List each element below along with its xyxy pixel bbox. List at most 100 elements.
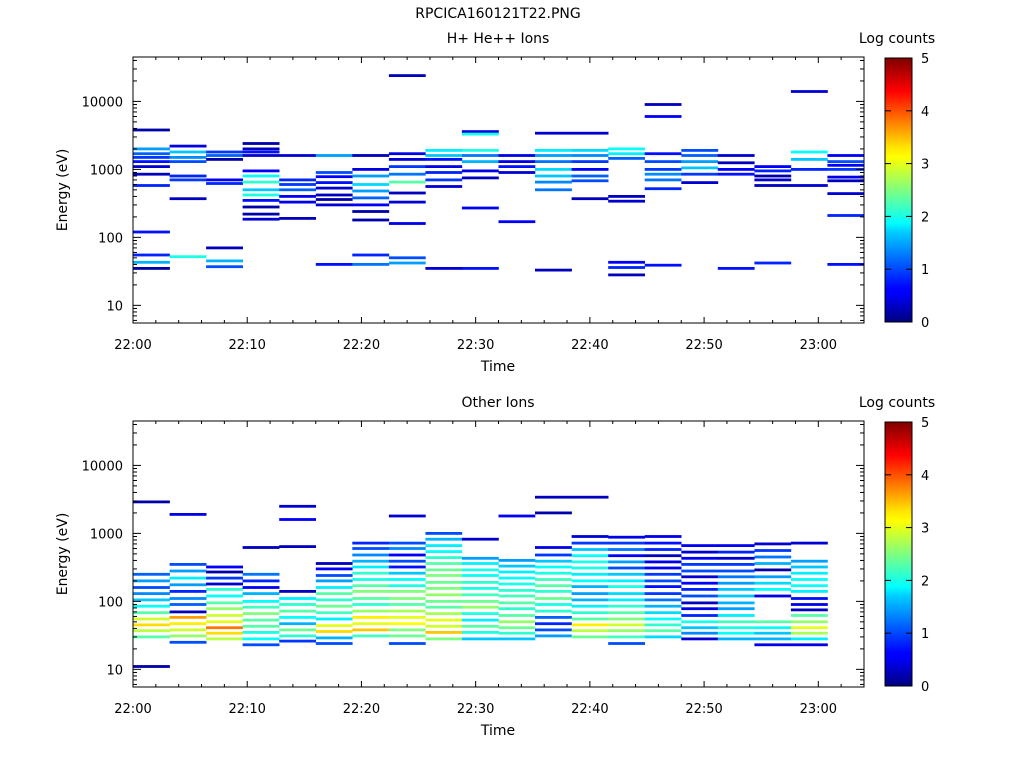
heatmap-cell [754,588,792,591]
heatmap-cell [133,586,170,589]
heatmap-cell [790,584,828,588]
heatmap-cell [644,560,682,564]
heatmap-cell [790,90,828,93]
x-tick-label: 22:20 [343,338,380,353]
heatmap-cell [754,174,792,178]
heatmap-cell [498,154,536,157]
colorbar-label: Log counts [859,395,935,411]
heatmap-cell [242,612,280,615]
heatmap-cell [790,578,828,581]
heatmap-cell [571,617,609,621]
x-ticks: 22:00 22:10 22:20 22:30 22:40 22:50 23:00 [114,57,842,353]
heatmap-cell [352,203,390,207]
heatmap-cell [754,542,792,546]
heatmap-cell [681,620,719,624]
heatmap-cell [790,620,828,624]
heatmap-cell [461,612,499,615]
heatmap-cell [461,562,499,565]
heatmap-cell [279,183,316,186]
heatmap-cell [242,199,280,202]
heatmap-cell [644,598,682,602]
heatmap-cell [352,218,390,222]
heatmap-cell [498,631,536,635]
heatmap-cell [608,147,645,151]
heatmap-cell [242,643,280,647]
heatmap-cell [681,563,719,566]
heatmap-cell [608,266,645,269]
heatmap-cell [535,634,572,638]
heatmap-cell [498,594,536,598]
heatmap-cell [352,174,390,178]
heatmap-cell [461,169,499,173]
heatmap-cell [717,581,755,585]
heatmap-cell [425,178,463,182]
y-ticks: 10 100 1000 10000 [82,423,864,685]
heatmap-cell [315,642,353,645]
heatmap-cell [571,535,609,538]
heatmap-cell [535,546,572,549]
heatmap-cell [425,631,463,634]
heatmap-cell [717,267,755,270]
heatmap-cell [754,575,792,579]
heatmap-cell [425,267,463,270]
colorbar-tick-label: 0 [921,316,929,331]
heatmap-cell [827,168,865,171]
heatmap-cell [352,210,390,213]
y-tick-label: 1000 [90,527,123,542]
heatmap-cell [461,581,499,584]
colorbar-tick-label: 2 [921,210,929,225]
heatmap-cell [169,144,207,148]
heatmap-cell [315,175,353,179]
heatmap-cell [681,544,719,547]
heatmap-cell [169,255,207,259]
heatmap-cell [461,618,499,622]
heatmap-cell [352,189,390,193]
heatmap-cell [717,588,755,591]
heatmap-cell [608,535,645,539]
heatmap-cell [425,550,463,553]
heatmap-cell [425,618,463,622]
heatmap-cell [644,611,682,615]
heatmap-cell [461,267,499,270]
x-tick-label: 22:40 [571,702,608,717]
heatmap-cell [681,607,719,611]
heatmap-cell [644,160,682,163]
heatmap-cell [790,559,828,563]
colorbar-tick-label: 1 [921,263,929,278]
heatmap-cell [571,572,609,576]
heatmap-cell [644,172,682,176]
heatmap-cell [352,609,390,613]
heatmap-cell [790,631,828,635]
heatmap-cell [169,634,207,638]
heatmap-cell [608,592,645,595]
heatmap-cell [242,624,280,628]
heatmap-cell [717,172,755,176]
heatmap-cell [608,629,645,633]
heatmap-cell [644,541,682,545]
heatmap-cell [133,165,170,168]
heatmap-cell [425,185,463,188]
heatmap-cell [790,150,828,154]
heatmap-cell [461,637,499,641]
heatmap-cell [315,567,353,571]
heatmap-cell [571,131,609,135]
heatmap-cell [717,168,755,171]
heatmap-cell [681,626,719,630]
heatmap-cell [169,576,207,580]
heatmap-cell [315,171,353,174]
heatmap-cell [571,592,609,595]
heatmap-cell [279,609,316,613]
heatmap-cell [461,593,499,597]
heatmap-cell [498,607,536,611]
heatmap-cell [498,620,536,624]
heatmap-cell [133,635,170,639]
heatmap-cell [754,568,792,572]
heatmap-cell [461,537,499,541]
heatmap-cell [608,566,645,570]
heatmap-cell [681,149,719,152]
heatmap-cell [535,603,572,606]
heatmap-cell [169,616,207,619]
heatmap-cell [206,620,243,624]
heatmap-cell [169,610,207,614]
heatmap-cell [352,597,390,600]
